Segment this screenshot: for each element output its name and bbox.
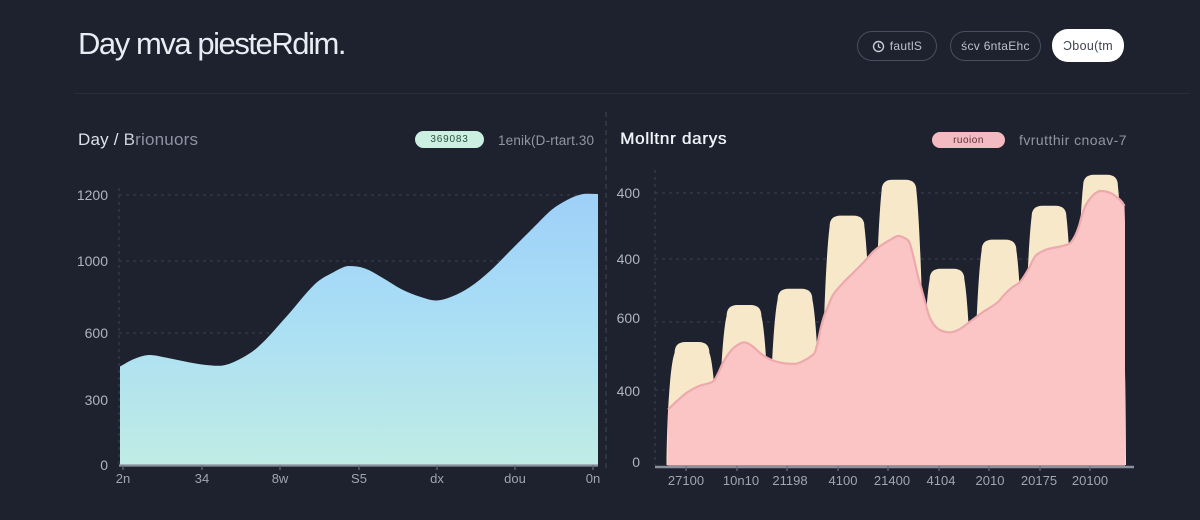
svg-text:400: 400 — [617, 251, 641, 267]
svg-text:300: 300 — [85, 392, 109, 408]
svg-text:20175: 20175 — [1021, 473, 1057, 488]
svg-text:2n: 2n — [116, 471, 130, 486]
svg-text:dx: dx — [430, 471, 444, 486]
svg-text:10n10: 10n10 — [723, 473, 759, 488]
svg-text:S5: S5 — [351, 471, 367, 486]
svg-text:8w: 8w — [272, 471, 289, 486]
svg-text:34: 34 — [195, 471, 209, 486]
svg-text:dou: dou — [504, 471, 526, 486]
svg-text:27100: 27100 — [668, 473, 704, 488]
svg-text:4104: 4104 — [927, 473, 956, 488]
svg-text:0: 0 — [632, 454, 640, 470]
svg-text:21400: 21400 — [874, 473, 910, 488]
svg-text:400: 400 — [617, 185, 641, 201]
svg-text:0n: 0n — [586, 471, 600, 486]
svg-text:2010: 2010 — [976, 473, 1005, 488]
svg-text:20100: 20100 — [1072, 473, 1108, 488]
svg-text:0: 0 — [100, 457, 108, 473]
svg-text:400: 400 — [617, 383, 641, 399]
svg-text:600: 600 — [617, 310, 641, 326]
svg-text:1200: 1200 — [77, 187, 108, 203]
svg-text:4100: 4100 — [829, 473, 858, 488]
svg-text:1000: 1000 — [77, 253, 108, 269]
svg-text:600: 600 — [85, 325, 109, 341]
svg-text:21198: 21198 — [772, 473, 807, 488]
